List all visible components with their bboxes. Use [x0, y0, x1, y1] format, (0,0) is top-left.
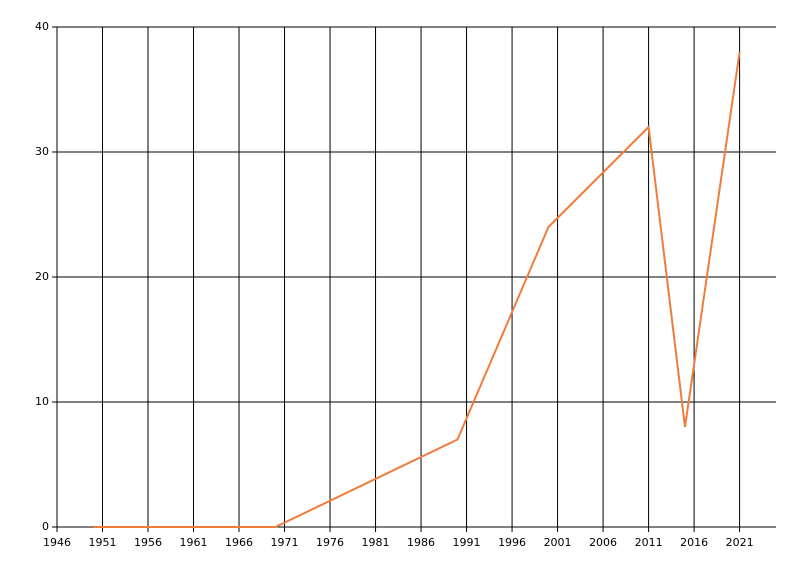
x-tick-label: 1951 — [89, 536, 117, 549]
x-tick-label: 1946 — [43, 536, 71, 549]
x-tick-label: 2001 — [544, 536, 572, 549]
data-line — [93, 51, 741, 528]
x-tick-label: 2021 — [726, 536, 754, 549]
y-tick-label: 0 — [42, 520, 49, 533]
x-tick-label: 1986 — [407, 536, 435, 549]
y-tick-label: 30 — [35, 145, 49, 158]
x-tick-label: 1981 — [362, 536, 390, 549]
x-tick-label: 1971 — [271, 536, 299, 549]
y-tick-label: 20 — [35, 270, 49, 283]
x-tick-label: 1956 — [134, 536, 162, 549]
x-tick-label: 1966 — [225, 536, 253, 549]
x-tick-label: 1996 — [498, 536, 526, 549]
x-tick-label: 2016 — [680, 536, 708, 549]
x-tick-label: 1991 — [453, 536, 481, 549]
x-tick-label: 2006 — [589, 536, 617, 549]
y-tick-label: 40 — [35, 20, 49, 33]
x-tick-label: 1976 — [316, 536, 344, 549]
y-tick-label: 10 — [35, 395, 49, 408]
x-tick-label: 1961 — [180, 536, 208, 549]
x-tick-label: 2011 — [635, 536, 663, 549]
